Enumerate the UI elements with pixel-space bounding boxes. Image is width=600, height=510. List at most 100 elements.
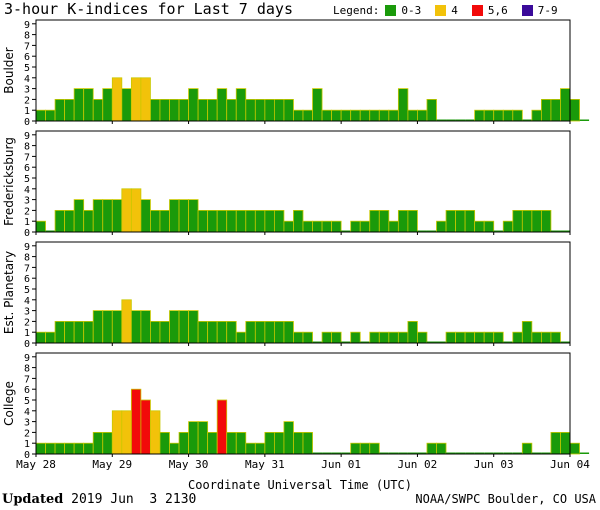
y-tick-label: 6 <box>24 163 30 174</box>
bar <box>446 452 456 454</box>
bar <box>73 442 85 455</box>
bar <box>83 88 94 122</box>
bar <box>388 220 399 233</box>
y-tick-label: 4 <box>24 74 30 85</box>
y-tick-label: 7 <box>24 374 30 385</box>
y-tick-label: 6 <box>24 52 30 63</box>
bar <box>550 331 561 344</box>
y-tick-label: 9 <box>24 20 30 31</box>
bar <box>283 99 294 122</box>
y-tick-label: 8 <box>24 364 30 375</box>
bar <box>293 109 304 122</box>
bar <box>254 99 266 122</box>
bar <box>436 220 447 233</box>
y-tick-label: 1 <box>24 439 30 450</box>
y-tick-label: 5 <box>24 396 30 407</box>
x-tick-label: Jun 01 <box>321 458 361 471</box>
y-tick-label: 0 <box>24 450 30 461</box>
bar <box>226 209 237 233</box>
bar <box>426 230 437 232</box>
y-tick-label: 5 <box>24 63 30 74</box>
bar <box>446 119 456 121</box>
legend-swatch-2 <box>471 5 483 16</box>
bar <box>398 452 408 454</box>
bar <box>150 320 161 344</box>
bar <box>541 452 551 454</box>
chart-title: 3-hour K-indices for Last 7 days <box>4 0 293 18</box>
bar <box>283 421 294 455</box>
bar <box>474 452 485 454</box>
bar <box>350 220 361 233</box>
bar <box>197 209 209 233</box>
credit-text: NOAA/SWPC Boulder, CO USA <box>415 492 596 506</box>
bar <box>207 209 218 233</box>
bar <box>455 331 466 344</box>
y-tick-label: 2 <box>24 95 30 106</box>
panel-frame <box>35 19 571 122</box>
bar <box>340 109 352 122</box>
bar <box>264 320 275 344</box>
bar <box>341 230 351 232</box>
bar <box>483 220 495 233</box>
bar <box>350 442 361 455</box>
bar <box>111 310 123 344</box>
bar <box>302 109 313 122</box>
updated-label: Updated <box>2 492 64 507</box>
bar <box>169 442 180 455</box>
bar <box>92 99 104 122</box>
bar <box>92 199 104 233</box>
bar <box>245 320 256 344</box>
bar <box>455 209 466 233</box>
legend: Legend: 0-3 4 5,6 7-9 <box>333 4 558 17</box>
bar <box>560 230 570 232</box>
bar <box>111 77 123 122</box>
bar <box>35 109 46 122</box>
bar <box>445 331 456 344</box>
bar <box>45 442 56 455</box>
y-tick-label: 3 <box>24 418 30 429</box>
bar <box>503 341 513 343</box>
bar <box>45 230 56 232</box>
bar <box>474 109 485 122</box>
bar <box>464 331 476 344</box>
bar <box>359 109 371 122</box>
x-tick-label: Jun 03 <box>474 458 514 471</box>
bar <box>73 199 85 233</box>
bar <box>150 209 161 233</box>
bar <box>503 452 513 454</box>
bar <box>178 199 189 233</box>
x-tick-label: May 30 <box>169 458 209 471</box>
bar <box>197 99 209 122</box>
bar <box>464 209 476 233</box>
bar <box>569 99 580 122</box>
bar <box>379 452 389 454</box>
bar <box>64 320 75 344</box>
bar <box>45 109 56 122</box>
bar <box>102 431 113 455</box>
bar <box>235 331 247 344</box>
y-tick-label: 2 <box>24 428 30 439</box>
y-tick-label: 0 <box>24 228 30 239</box>
y-tick-label: 2 <box>24 206 30 217</box>
bar <box>540 331 552 344</box>
bar <box>226 99 237 122</box>
bar <box>579 119 590 121</box>
bar <box>397 331 409 344</box>
bar <box>121 188 132 233</box>
y-tick-label: 3 <box>24 85 30 96</box>
legend-item-label: 0-3 <box>401 4 422 17</box>
bar <box>426 442 437 455</box>
bar <box>445 209 456 233</box>
bar <box>264 431 275 455</box>
bar <box>150 410 161 455</box>
bar <box>35 220 46 233</box>
y-tick-label: 5 <box>24 174 30 185</box>
bar <box>140 77 151 122</box>
legend-item-label: 4 <box>451 4 458 17</box>
bar <box>283 320 294 344</box>
panel-frame <box>35 130 571 233</box>
bar <box>254 320 266 344</box>
legend-swatch-0 <box>385 5 397 16</box>
bar <box>560 88 571 122</box>
bar <box>579 452 590 454</box>
